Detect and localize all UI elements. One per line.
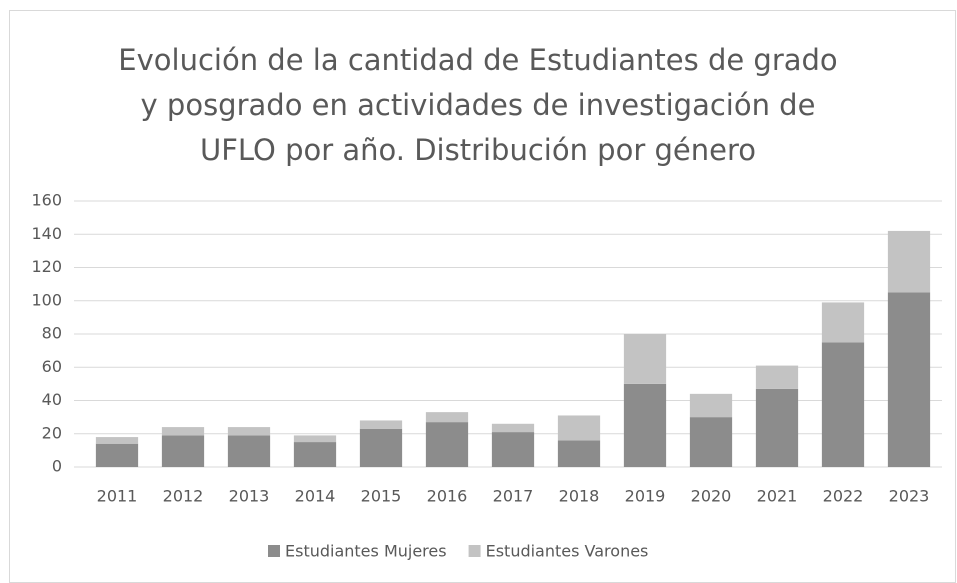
x-tick-label: 2012: [163, 487, 204, 506]
y-tick-label: 20: [42, 423, 62, 442]
legend-label: Estudiantes Varones: [486, 542, 649, 561]
bar: [425, 422, 469, 467]
legend-swatch: [468, 545, 481, 557]
x-tick-label: 2015: [361, 487, 402, 506]
y-tick-label: 0: [52, 457, 62, 476]
x-tick-label: 2022: [823, 487, 864, 506]
x-tick-label: 2016: [427, 487, 468, 506]
x-tick-label: 2018: [559, 487, 600, 506]
bar: [491, 432, 535, 467]
legend-label: Estudiantes Mujeres: [285, 542, 447, 561]
bar: [689, 393, 733, 418]
bar: [359, 428, 403, 467]
chart-border: [9, 10, 956, 583]
y-tick-label: 80: [42, 324, 62, 343]
bar: [623, 383, 667, 467]
x-tick-label: 2021: [757, 487, 798, 506]
bar: [293, 442, 337, 467]
bar: [689, 417, 733, 467]
bar: [755, 365, 799, 389]
x-tick-label: 2020: [691, 487, 732, 506]
x-tick-label: 2013: [229, 487, 270, 506]
y-tick-label: 100: [31, 290, 62, 309]
legend-swatch: [268, 545, 280, 557]
x-tick-label: 2017: [493, 487, 534, 506]
bar: [227, 435, 271, 467]
x-tick-label: 2014: [295, 487, 336, 506]
bar: [425, 412, 469, 423]
chart-title: y posgrado en actividades de investigaci…: [141, 88, 816, 122]
x-tick-label: 2023: [889, 487, 930, 506]
bar: [821, 342, 865, 467]
bar: [227, 427, 271, 436]
bar: [161, 435, 205, 467]
y-tick-label: 60: [42, 357, 62, 376]
bar: [95, 443, 139, 467]
x-tick-label: 2019: [625, 487, 666, 506]
bar: [557, 440, 601, 467]
chart-title: Evolución de la cantidad de Estudiantes …: [118, 43, 837, 77]
bar: [491, 423, 535, 433]
bar: [293, 435, 337, 443]
y-tick-label: 160: [31, 191, 62, 210]
bar: [623, 334, 667, 384]
chart-title: UFLO por año. Distribución por género: [200, 133, 756, 167]
bar: [821, 302, 865, 343]
bar: [887, 230, 931, 293]
y-tick-label: 140: [31, 224, 62, 243]
bar: [755, 388, 799, 467]
bar: [161, 427, 205, 436]
bar: [887, 292, 931, 467]
y-tick-label: 40: [42, 390, 62, 409]
x-tick-label: 2011: [97, 487, 138, 506]
y-tick-label: 120: [31, 257, 62, 276]
bar: [359, 420, 403, 429]
bar: [95, 437, 139, 444]
bar: [557, 415, 601, 441]
